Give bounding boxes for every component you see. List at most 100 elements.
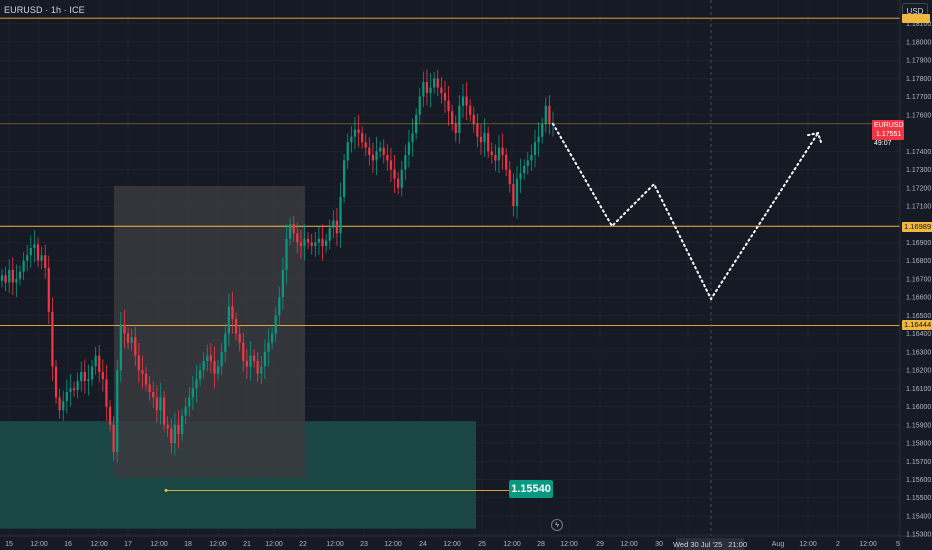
price-tick: 1.16500 xyxy=(906,313,931,320)
price-tick: 1.16400 xyxy=(906,331,931,338)
lightning-icon[interactable]: ϟ xyxy=(551,519,563,531)
candle-body xyxy=(296,233,299,243)
price-tick: 1.18000 xyxy=(906,39,931,46)
candle-body xyxy=(22,260,25,272)
time-tick: 2 xyxy=(836,541,840,548)
time-tick: 12:00 xyxy=(560,541,578,548)
candle-body xyxy=(404,154,407,170)
candle-body xyxy=(137,355,140,371)
measure-anchor[interactable] xyxy=(164,488,168,492)
candle-body xyxy=(126,333,130,343)
candle-body xyxy=(361,133,364,143)
candle-body xyxy=(54,366,58,398)
measure-price-label[interactable]: 1.15540 xyxy=(509,480,553,498)
candle-body xyxy=(281,269,285,298)
candle-body xyxy=(72,388,76,391)
candle-body xyxy=(188,397,191,407)
candle-body xyxy=(58,397,61,411)
candle-body xyxy=(530,154,533,161)
candle-body xyxy=(494,154,497,161)
candle-body xyxy=(195,379,198,389)
candle-body xyxy=(433,78,436,88)
candle-body xyxy=(260,366,263,374)
candle-body xyxy=(479,136,483,143)
candle-body xyxy=(69,388,72,392)
candle-body xyxy=(105,379,108,407)
candle-body xyxy=(454,123,457,134)
candle-body xyxy=(166,424,169,429)
candle-body xyxy=(94,355,97,367)
candle-body xyxy=(177,424,180,434)
candle-body xyxy=(231,306,234,320)
candle-body xyxy=(29,247,32,256)
candle-body xyxy=(44,255,47,268)
time-tick: 12:00 xyxy=(443,541,461,548)
projection-path[interactable] xyxy=(552,122,819,302)
time-axis[interactable]: 15 12:00 16 12:00 17 12:00 18 12:00 21 12:00 22 12:… xyxy=(5,541,900,548)
candle-body xyxy=(321,238,324,247)
candle-body xyxy=(397,178,400,188)
candle-body xyxy=(40,255,43,261)
time-tick: 25 xyxy=(478,541,486,548)
candle-body xyxy=(505,154,508,170)
crosshair-date: Wed 30 Jul '25 xyxy=(672,539,723,549)
price-tick: 1.15800 xyxy=(906,441,931,448)
candle-body xyxy=(458,105,461,134)
candle-body xyxy=(339,196,342,234)
countdown: 49:07 xyxy=(874,140,892,147)
candle-body xyxy=(83,371,86,382)
candle-body xyxy=(422,82,425,97)
price-tick: 1.15600 xyxy=(906,477,931,484)
candle-body xyxy=(303,238,306,247)
crosshair-date-label: Wed 30 Jul '25 21:00 xyxy=(672,538,747,550)
candle-body xyxy=(429,87,432,93)
symbol-label: EURUSD · 1h · ICE xyxy=(4,5,85,15)
time-tick: 17 xyxy=(124,541,132,548)
price-tick: 1.18100 xyxy=(906,21,931,28)
candle-body xyxy=(523,165,526,174)
candle-body xyxy=(310,242,313,247)
candle-body xyxy=(155,397,158,411)
candle-body xyxy=(238,333,241,343)
candle-body xyxy=(375,151,378,161)
current-price-value: 1.17551 xyxy=(876,131,902,138)
price-tick: 1.16200 xyxy=(906,368,931,375)
candle-body xyxy=(325,240,328,247)
candle-body xyxy=(497,147,501,161)
candle-body xyxy=(382,147,385,155)
price-axis[interactable]: 1.18100 1.18000 1.17900 1.17800 1.17700 1.176… xyxy=(906,21,931,538)
range-box[interactable] xyxy=(114,185,305,478)
price-tick: 1.17400 xyxy=(906,149,931,156)
candle-body xyxy=(314,242,317,247)
candle-body xyxy=(256,360,259,374)
candle-body xyxy=(292,224,295,234)
candle-body xyxy=(519,173,522,179)
level-price-tag: 1.16444 xyxy=(902,320,932,330)
candle-body xyxy=(123,324,126,334)
time-tick: 16 xyxy=(64,541,72,548)
candle-body xyxy=(461,96,465,106)
candle-body xyxy=(209,355,212,361)
candle-body xyxy=(436,78,439,88)
candle-body xyxy=(343,160,346,197)
price-tick: 1.17200 xyxy=(906,185,931,192)
candle-body xyxy=(332,220,335,228)
candle-body xyxy=(148,384,151,392)
time-tick: 12:00 xyxy=(150,541,168,548)
candle-body xyxy=(15,278,18,283)
price-tick: 1.16100 xyxy=(906,386,931,393)
candle-body xyxy=(328,227,331,241)
time-tick: 12:00 xyxy=(209,541,227,548)
level-price-tag xyxy=(902,14,930,23)
candle-body xyxy=(483,133,486,143)
candle-body xyxy=(440,87,443,93)
time-tick: 12:00 xyxy=(90,541,108,548)
candle-body xyxy=(191,388,194,398)
candle-body xyxy=(198,370,202,380)
price-tick: 1.16700 xyxy=(906,276,931,283)
candle-body xyxy=(134,337,137,356)
time-tick: 15 xyxy=(5,541,13,548)
current-price-tag: EURUSD 1.17551 49:07 xyxy=(872,120,904,147)
